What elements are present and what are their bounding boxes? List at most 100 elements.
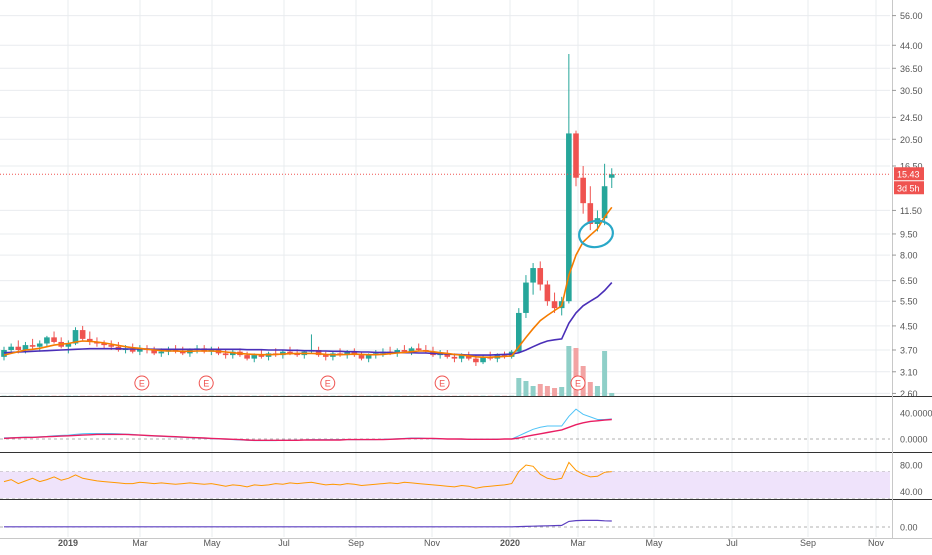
volume-bar <box>87 395 93 397</box>
candle-body[interactable] <box>137 348 143 352</box>
candle-body[interactable] <box>1 350 7 357</box>
ma-fast-line <box>3 206 613 358</box>
candle-body[interactable] <box>65 343 72 347</box>
candle-body[interactable] <box>537 268 544 285</box>
candle-body[interactable] <box>523 282 529 313</box>
candle-body[interactable] <box>473 358 479 363</box>
candle-body[interactable] <box>480 356 486 363</box>
candle-body[interactable] <box>244 355 250 359</box>
candle-body[interactable] <box>566 133 572 302</box>
volume-bar <box>351 395 357 397</box>
candle-body[interactable] <box>365 355 372 359</box>
volume-bar <box>523 381 529 396</box>
earnings-marker[interactable] <box>434 375 450 391</box>
pane-separators[interactable] <box>0 0 932 539</box>
earnings-marker[interactable] <box>198 375 214 391</box>
candle-body[interactable] <box>530 268 536 283</box>
candle-body[interactable] <box>108 345 115 347</box>
volume-bar <box>537 384 543 396</box>
candle-body[interactable] <box>394 350 401 354</box>
candle-body[interactable] <box>551 301 558 309</box>
candle-body[interactable] <box>294 353 300 356</box>
candle-body[interactable] <box>179 351 186 354</box>
candle-body[interactable] <box>151 350 157 354</box>
candle-body[interactable] <box>608 174 615 178</box>
indicator-axes[interactable]: 40.0000 0.0000 80.00 40.00 0.00 <box>900 409 932 533</box>
candle-body[interactable] <box>516 312 522 352</box>
candle-body[interactable] <box>573 133 579 178</box>
price-labels: 15.43 3d 5h <box>894 167 924 195</box>
time-axis[interactable]: 2019 Mar May Jul Sep Nov 2020 Mar May Jul Sep Nov <box>58 538 885 548</box>
candle-body[interactable] <box>87 338 93 342</box>
candle-body[interactable] <box>408 348 415 352</box>
volume-bar <box>208 395 214 397</box>
volume-bar <box>180 395 186 397</box>
candle-body[interactable] <box>601 186 608 219</box>
time-label-month: Nov <box>424 538 441 548</box>
candle-body[interactable] <box>51 337 57 342</box>
price-tick-label: 24.50 <box>900 113 923 123</box>
volume-bar <box>8 395 14 397</box>
volume-bar <box>22 395 28 397</box>
candle-body[interactable] <box>44 337 50 344</box>
volume-bar <box>30 395 36 397</box>
countdown-label-bg <box>894 181 924 195</box>
volume-bar <box>80 395 86 397</box>
candle-body[interactable] <box>451 356 458 359</box>
candle-body[interactable] <box>79 330 86 339</box>
volume-bar <box>516 378 522 396</box>
candle-body[interactable] <box>458 355 465 359</box>
candle-body[interactable] <box>258 355 265 357</box>
volume-bar <box>223 395 229 397</box>
candle-body[interactable] <box>251 355 258 359</box>
candle-body[interactable] <box>222 353 229 356</box>
volume-bar <box>123 395 129 397</box>
time-label-month: Jul <box>726 538 738 548</box>
candle-body[interactable] <box>322 355 329 357</box>
candle-body[interactable] <box>587 203 594 224</box>
candle-body[interactable] <box>36 343 43 347</box>
volume-bar <box>201 395 207 397</box>
candle-body[interactable] <box>129 348 136 352</box>
candle-body[interactable] <box>465 355 472 359</box>
candle-body[interactable] <box>358 355 365 359</box>
price-tick-label: 9.50 <box>900 229 918 239</box>
earnings-marker[interactable] <box>320 375 336 391</box>
earnings-marker-label: E <box>139 379 145 389</box>
candle-body[interactable] <box>580 177 586 204</box>
candle-body[interactable] <box>415 348 422 350</box>
candle-body[interactable] <box>15 346 22 350</box>
candle-body[interactable] <box>158 351 165 354</box>
candle-body[interactable] <box>101 343 107 346</box>
indicator-3-line <box>4 519 612 528</box>
candle-body[interactable] <box>8 346 14 350</box>
earnings-marker[interactable] <box>134 375 150 391</box>
candle-body[interactable] <box>401 350 408 352</box>
volume-bar <box>165 395 171 397</box>
price-tick-label: 30.50 <box>900 86 923 96</box>
candle-body[interactable] <box>544 284 551 302</box>
candle-body[interactable] <box>315 350 322 356</box>
volume-bar <box>158 395 164 397</box>
price-axis[interactable]: 56.00 44.00 36.50 30.50 24.50 20.50 16.50 11.50… <box>892 11 923 399</box>
volume-bar <box>94 395 100 397</box>
volume-bar <box>366 395 372 397</box>
candle-body[interactable] <box>344 351 350 356</box>
volume-bar <box>151 395 157 397</box>
candle-body[interactable] <box>444 353 451 357</box>
countdown-label: 3d 5h <box>897 183 920 193</box>
volume-bar <box>380 395 386 397</box>
volume-bar <box>337 395 343 397</box>
volume-bar <box>58 395 64 397</box>
candle-body[interactable] <box>29 345 36 347</box>
earnings-marker[interactable] <box>570 375 586 391</box>
volume-bar <box>251 395 257 397</box>
candle-body[interactable] <box>287 351 293 354</box>
candle-body[interactable] <box>22 345 29 350</box>
candle-body[interactable] <box>72 330 79 344</box>
volume-bar <box>144 395 150 397</box>
volume-bar <box>409 395 415 397</box>
